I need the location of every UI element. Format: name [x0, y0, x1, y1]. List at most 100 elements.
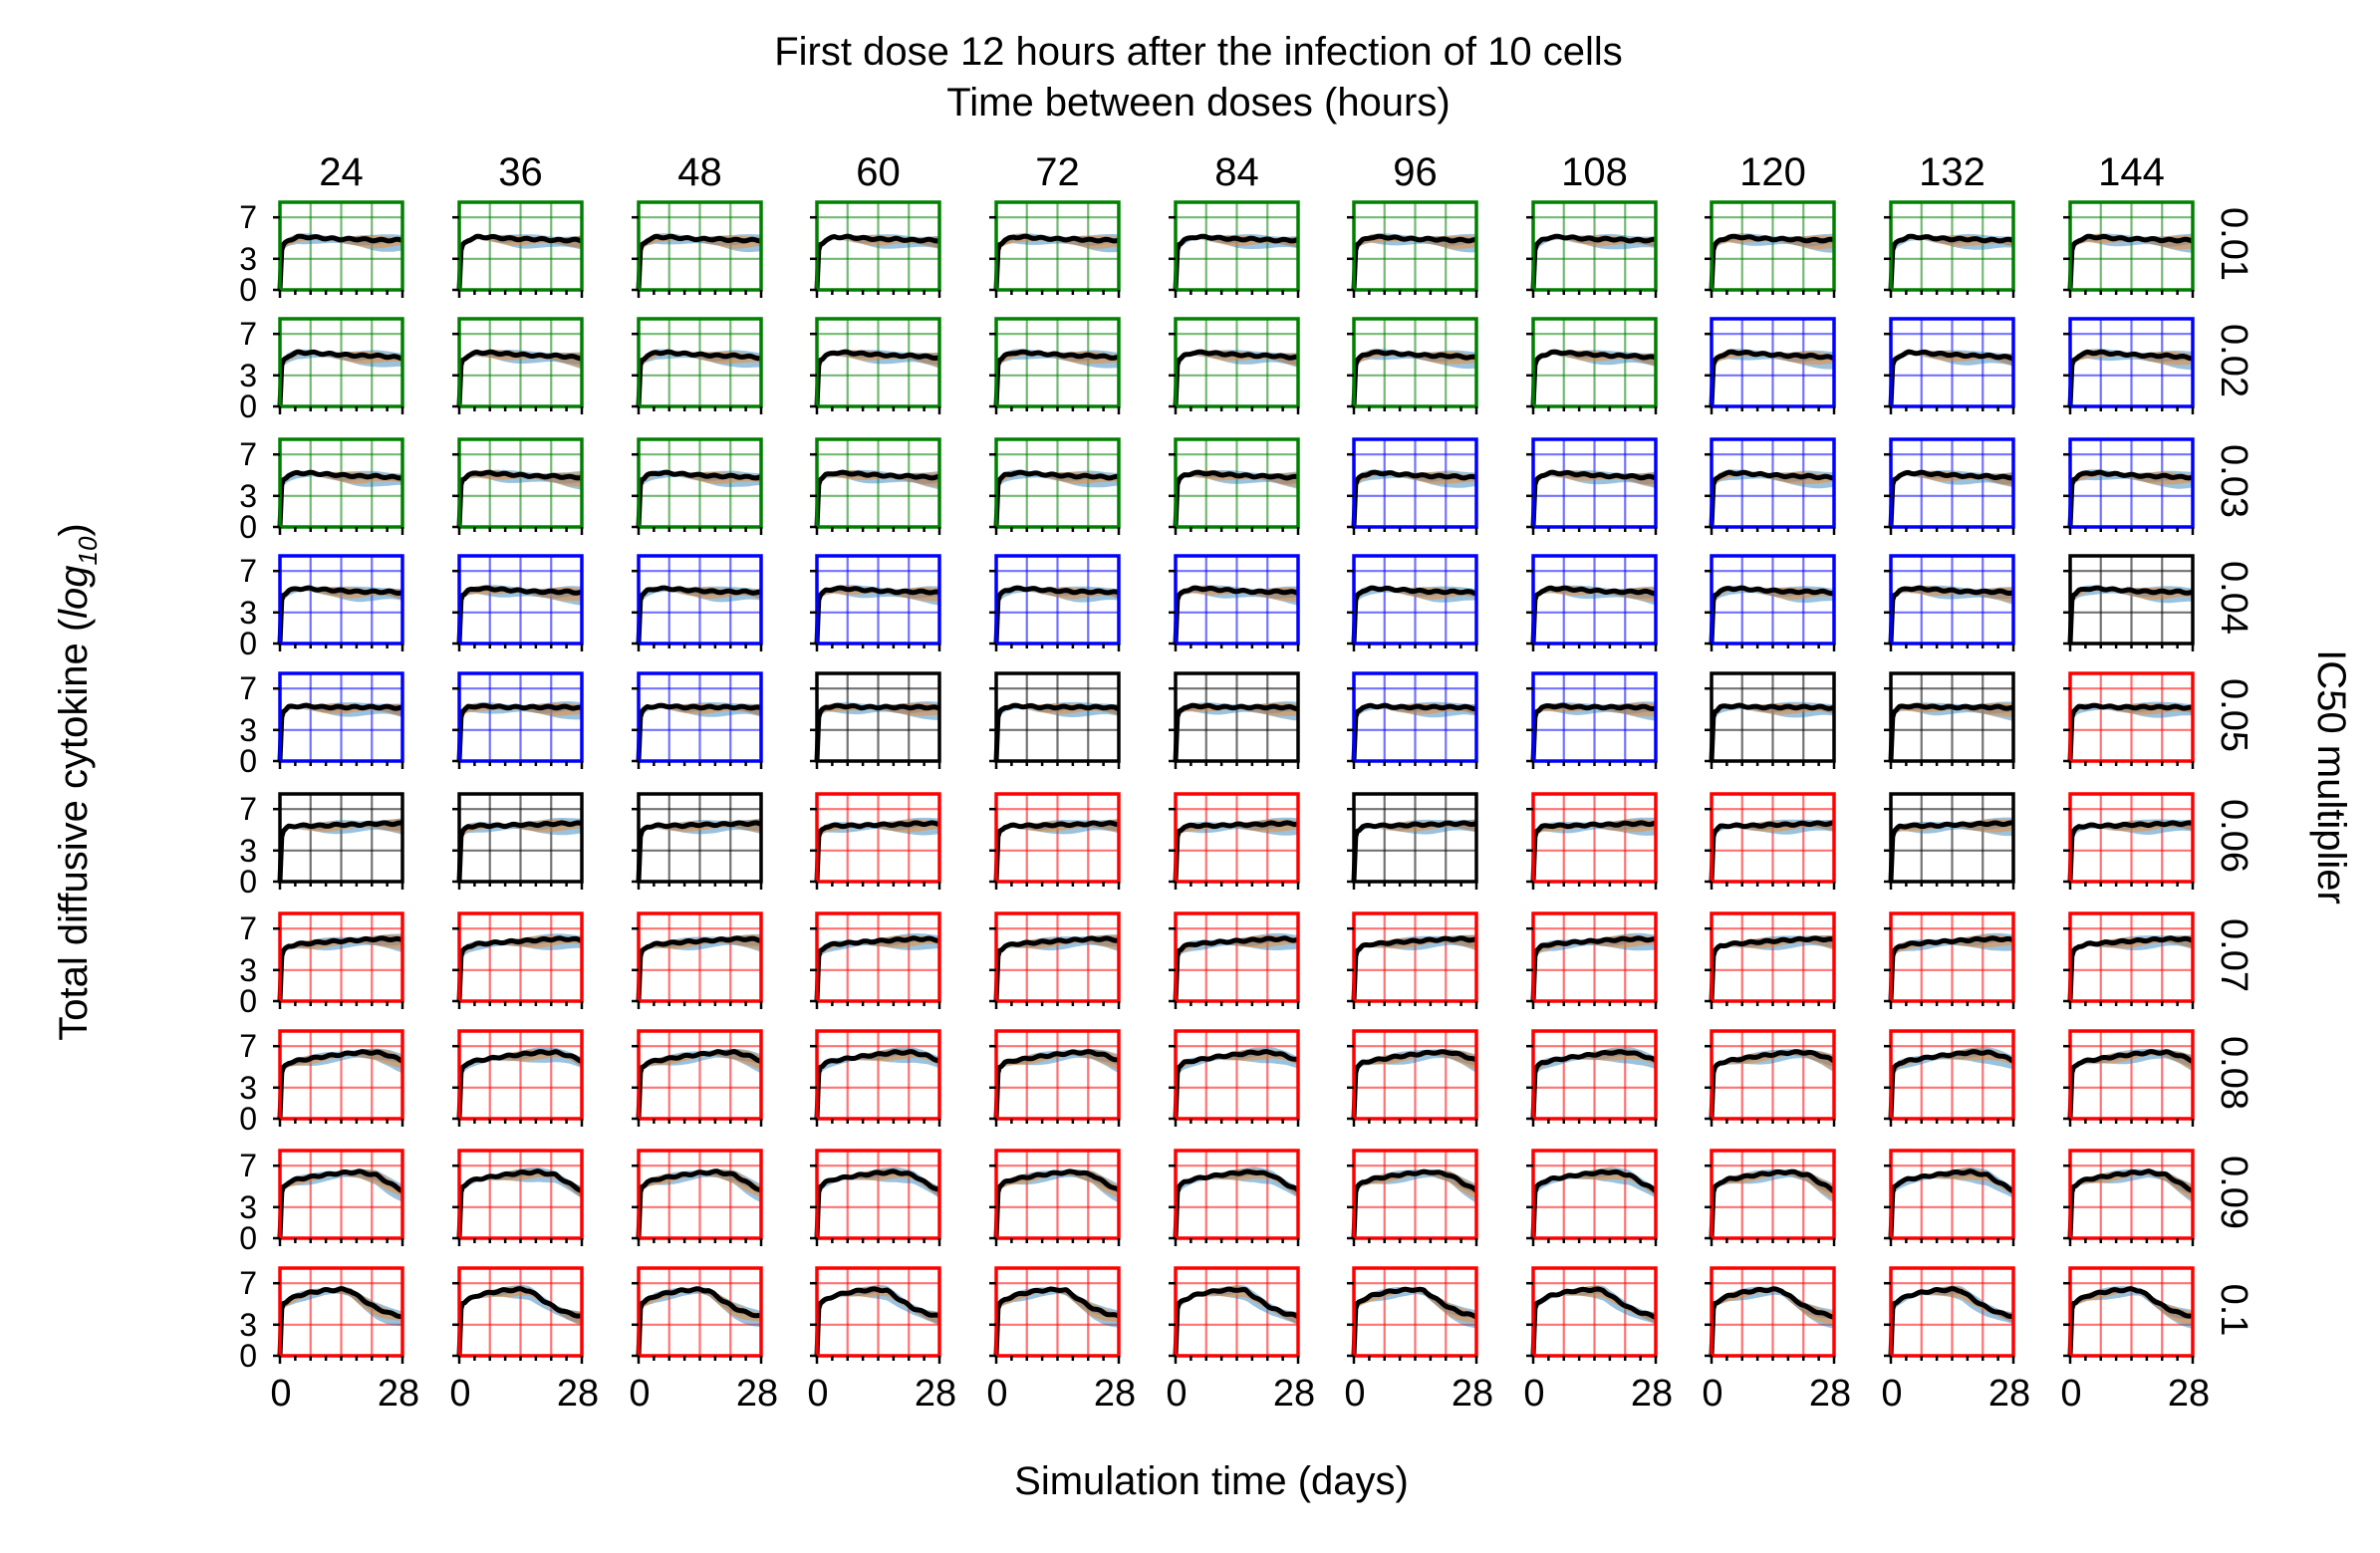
panel-grid: 24 36 48 60 72 84 96 108 120 132 144 0.01 0.02 0.03 0.…: [239, 150, 2254, 1415]
mean-line: [2067, 820, 2194, 883]
mean-line: [1888, 820, 2014, 883]
panel-0.04-36: [452, 554, 584, 651]
mean-line: [1888, 1168, 2015, 1239]
y-tick-label-0.08-0: 0: [239, 1101, 257, 1137]
panel-0.04-96: [1347, 554, 1478, 651]
panel-0.01-144: [2063, 200, 2195, 298]
panel-0.09-144: [2063, 1149, 2195, 1246]
panel-0.03-96: [1347, 437, 1478, 535]
mean-line: [2067, 585, 2194, 645]
panel-0.1-108: [1526, 1266, 1658, 1364]
panel-0.03-60: [810, 437, 941, 535]
mean-line: [814, 1049, 940, 1120]
panel-0.02-108: [1526, 317, 1658, 414]
panel-0.03-84: [1169, 437, 1300, 535]
panel-0.04-108: [1526, 554, 1658, 651]
panel-0.09-24: [273, 1149, 404, 1246]
mean-line: [814, 1168, 940, 1239]
panel-0.04-120: [1705, 554, 1836, 651]
band-0: [1355, 1287, 1476, 1329]
mean-line: [1173, 1049, 1299, 1120]
band-2: [460, 1288, 582, 1324]
row-label-0.07: 0.07: [2213, 918, 2254, 992]
mean-line: [1888, 585, 2014, 645]
panel-0.02-132: [1884, 317, 2015, 414]
mean-line: [1351, 585, 1477, 645]
panel-0.07-120: [1705, 911, 1836, 1009]
panel-0.02-96: [1347, 317, 1478, 414]
mean-line: [2067, 1286, 2194, 1357]
panel-0.08-36: [452, 1029, 584, 1127]
mean-line: [1888, 935, 2014, 1002]
panel-0.04-144: [2063, 554, 2195, 651]
x-tick-label-24-end: 28: [378, 1373, 419, 1415]
band-2: [997, 1287, 1119, 1319]
panel-0.08-48: [632, 1029, 763, 1127]
mean-line: [277, 820, 403, 883]
panel-0.08-132: [1884, 1029, 2015, 1127]
panel-0.02-48: [632, 317, 763, 414]
x-tick-label-24-start: 0: [270, 1373, 291, 1415]
column-header-48: 48: [677, 150, 722, 194]
mean-line: [814, 702, 940, 762]
panel-0.03-36: [452, 437, 584, 535]
mean-line: [636, 349, 762, 407]
band-0: [640, 1048, 761, 1074]
column-header-24: 24: [319, 150, 364, 194]
mean-line: [636, 820, 762, 883]
mean-line: [456, 702, 583, 762]
mean-line: [1351, 1168, 1478, 1239]
panel-0.02-60: [810, 317, 941, 414]
band-1: [1177, 1048, 1298, 1078]
mean-line: [993, 1286, 1121, 1357]
mean-line: [1173, 702, 1299, 762]
panel-0.1-72: [989, 1266, 1121, 1364]
panel-0.02-84: [1169, 317, 1300, 414]
mean-line: [1351, 702, 1477, 762]
x-tick-label-132-end: 28: [1988, 1373, 2030, 1415]
mean-line: [814, 820, 940, 883]
panel-0.01-24: [273, 200, 404, 298]
band-0: [281, 1287, 402, 1327]
panel-0.01-48: [632, 200, 763, 298]
x-tick-label-48-start: 0: [629, 1373, 650, 1415]
y-tick-label-0.07-7: 7: [239, 910, 257, 946]
mean-line: [814, 585, 940, 645]
mean-line: [636, 469, 762, 528]
panel-0.07-48: [632, 911, 763, 1009]
mean-line: [1351, 233, 1477, 291]
band-1: [1534, 1048, 1656, 1078]
panel-0.01-108: [1526, 200, 1658, 298]
mean-line: [1888, 1286, 2014, 1357]
panel-0.1-120: [1705, 1266, 1836, 1364]
panel-0.07-144: [2063, 911, 2195, 1009]
band-1: [2071, 1288, 2193, 1325]
panel-0.05-108: [1526, 671, 1658, 769]
band-1: [460, 1049, 582, 1076]
band-2: [281, 471, 402, 486]
panel-0.07-24: [273, 911, 404, 1009]
mean-line: [277, 1286, 403, 1357]
mean-line: [993, 585, 1120, 645]
panel-0.1-96: [1347, 1266, 1478, 1364]
x-tick-label-36-start: 0: [449, 1373, 470, 1415]
panel-0.07-132: [1884, 911, 2015, 1009]
column-header-84: 84: [1214, 150, 1259, 194]
panel-0.04-132: [1884, 554, 2015, 651]
band-0: [2071, 1286, 2193, 1330]
mean-line: [1888, 349, 2014, 407]
panel-0.1-132: [1884, 1266, 2015, 1364]
mean-line: [2067, 233, 2194, 291]
band-1: [281, 1287, 402, 1322]
panel-0.01-96: [1347, 200, 1478, 298]
y-tick-label-0.1-7: 7: [239, 1265, 257, 1301]
mean-line: [636, 1049, 762, 1120]
panel-0.09-60: [810, 1149, 941, 1246]
mean-line: [1530, 1168, 1658, 1239]
mean-line: [993, 820, 1120, 883]
band-0: [1892, 1285, 2013, 1325]
panel-0.1-60: [810, 1266, 941, 1364]
panel-0.02-36: [452, 317, 584, 414]
row-label-0.1: 0.1: [2213, 1284, 2254, 1337]
mean-line: [1709, 1286, 1835, 1357]
